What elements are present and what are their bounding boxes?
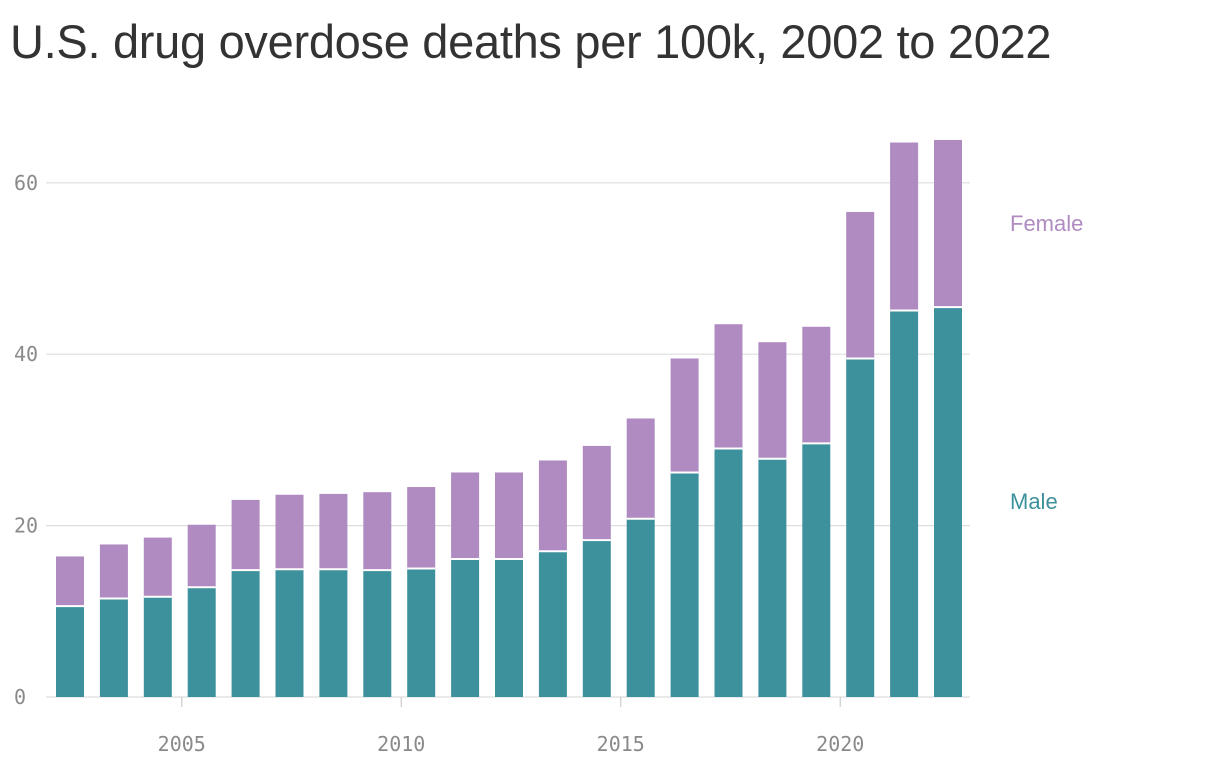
bar-female-2013 (538, 460, 567, 552)
legend-female: Female (1010, 211, 1083, 236)
bar-female-2012 (495, 472, 523, 560)
bar-female-2015 (626, 418, 655, 519)
bar-male-2022 (934, 307, 962, 697)
bar-male-2013 (538, 551, 567, 697)
bar-female-2017 (714, 324, 743, 449)
y-tick-label: 40 (14, 342, 38, 366)
y-tick-label: 20 (14, 514, 38, 538)
bar-female-2011 (451, 472, 480, 560)
bar-female-2014 (582, 445, 611, 541)
bar-male-2018 (758, 458, 787, 697)
bars (56, 139, 962, 697)
bar-female-2019 (802, 326, 831, 444)
bar-female-2010 (407, 487, 436, 569)
bar-male-2014 (582, 540, 611, 697)
bar-female-2020 (846, 211, 875, 359)
x-tick-label: 2015 (597, 732, 645, 756)
bar-female-2004 (143, 537, 172, 597)
bar-female-2018 (758, 342, 787, 459)
legend-male: Male (1010, 489, 1058, 514)
bar-female-2008 (319, 493, 348, 570)
bar-male-2009 (363, 570, 392, 697)
bar-male-2021 (890, 310, 919, 697)
bar-female-2009 (363, 492, 392, 571)
bar-male-2019 (802, 443, 831, 697)
bar-male-2017 (714, 448, 743, 697)
bar-male-2016 (670, 472, 699, 697)
bar-female-2016 (670, 358, 699, 473)
legend: Female Male (1010, 211, 1083, 514)
bar-male-2002 (56, 606, 84, 697)
bar-male-2006 (231, 570, 260, 697)
y-tick-label: 60 (14, 171, 38, 195)
bar-female-2021 (890, 142, 919, 311)
bar-female-2006 (231, 499, 260, 571)
chart-title: U.S. drug overdose deaths per 100k, 2002… (10, 15, 1052, 68)
axes: 0 20 40 60 2005 2010 2015 2020 (14, 171, 864, 756)
bar-female-2002 (56, 556, 84, 607)
bar-male-2007 (275, 569, 304, 697)
bar-male-2015 (626, 518, 655, 697)
bar-female-2003 (99, 544, 128, 599)
bar-female-2007 (275, 494, 304, 570)
bar-female-2022 (934, 139, 962, 308)
bar-male-2003 (99, 598, 128, 697)
bar-female-2005 (187, 524, 216, 588)
bar-male-2012 (495, 559, 523, 697)
bar-male-2005 (187, 587, 216, 697)
bar-male-2011 (451, 559, 480, 697)
bar-male-2020 (846, 358, 875, 697)
x-tick-label: 2005 (158, 732, 206, 756)
y-tick-label: 0 (14, 685, 26, 709)
bar-male-2008 (319, 569, 348, 697)
x-tick-label: 2020 (816, 732, 864, 756)
bar-male-2010 (407, 568, 436, 697)
bar-male-2004 (143, 596, 172, 697)
x-tick-label: 2010 (377, 732, 425, 756)
